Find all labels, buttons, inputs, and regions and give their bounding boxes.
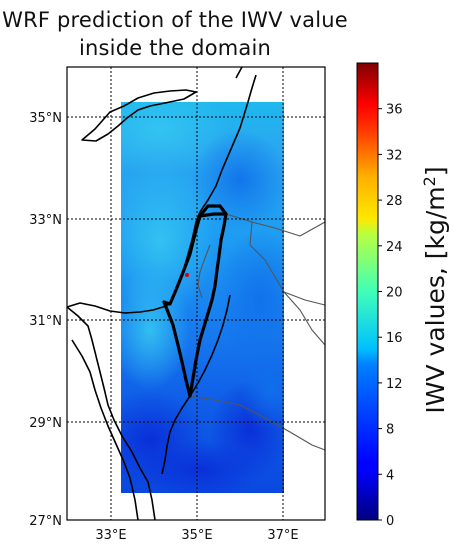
- colorbar-tick-label: 36: [386, 103, 403, 118]
- colorbar-tick-label: 0: [386, 514, 394, 529]
- map-frame: [66, 66, 326, 521]
- colorbar-tick-label: 24: [386, 240, 403, 255]
- colorbar-tick-label: 4: [386, 468, 394, 483]
- colorbar: [356, 62, 379, 521]
- title-line-2: inside the domain: [78, 36, 272, 60]
- colorbar-label: IWV values, [kg/m2]: [420, 166, 450, 413]
- lat-tick-35: 35°N: [29, 111, 62, 126]
- lon-tick-35: 35°E: [181, 528, 212, 543]
- iwv-field: [121, 102, 284, 493]
- lat-tick-27: 27°N: [29, 514, 62, 529]
- colorbar-tick-label: 8: [386, 423, 394, 438]
- longitude-axis: 33°E 35°E 37°E: [95, 528, 298, 543]
- lat-tick-33: 33°N: [29, 213, 62, 228]
- latitude-axis: 35°N 33°N 31°N 29°N 27°N: [29, 111, 62, 529]
- colorbar-tick-label: 32: [386, 148, 403, 163]
- colorbar-label-close: ]: [421, 166, 450, 176]
- colorbar-ticks: 0 4 8 12 16 20 24 28 32 36: [378, 103, 403, 529]
- colorbar-tick-label: 16: [386, 331, 403, 346]
- northern-border: [198, 204, 228, 217]
- lat-tick-29: 29°N: [29, 416, 62, 431]
- lon-tick-33: 33°E: [95, 528, 126, 543]
- colorbar-tick-label: 28: [386, 194, 403, 209]
- title-line-1: WRF prediction of the IWV value: [2, 8, 348, 32]
- lat-tick-31: 31°N: [29, 314, 62, 329]
- colorbar-label-superscript: 2: [420, 176, 439, 186]
- lon-tick-37: 37°E: [267, 528, 298, 543]
- colorbar-label-text: IWV values, [kg/m: [421, 186, 450, 413]
- country-borders: [189, 213, 326, 451]
- station-marker: [185, 273, 189, 277]
- map-title: WRF prediction of the IWV value inside t…: [0, 6, 350, 62]
- colorbar-tick-label: 12: [386, 377, 403, 392]
- graticule: [67, 67, 325, 520]
- colorbar-tick-label: 20: [386, 286, 403, 301]
